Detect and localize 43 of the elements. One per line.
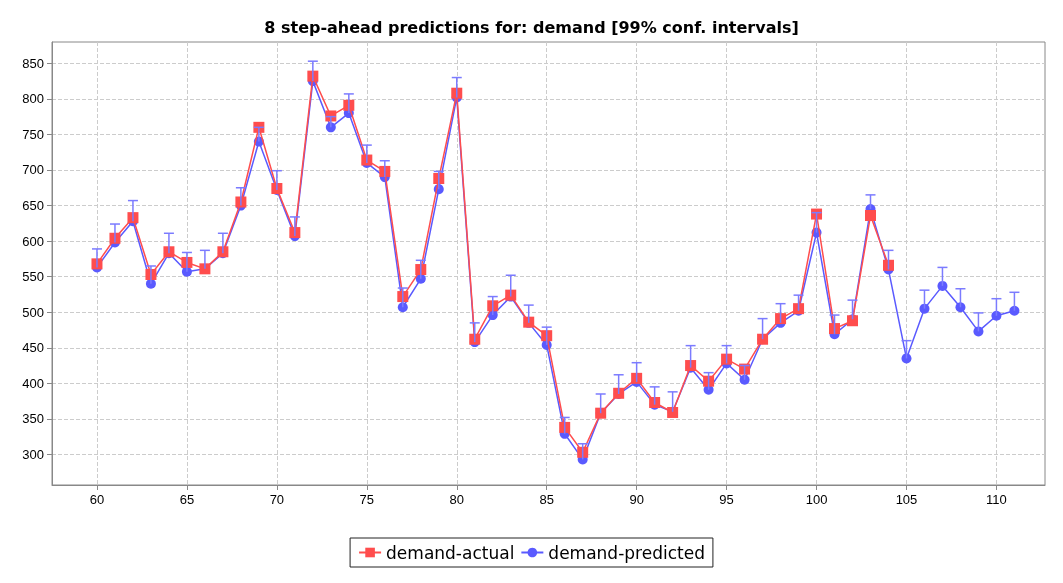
point xyxy=(631,372,643,384)
point xyxy=(1009,305,1020,316)
point xyxy=(937,280,948,291)
x-tick-label: 105 xyxy=(895,492,918,507)
y-tick-label: 550 xyxy=(22,269,44,285)
y-tick-label: 600 xyxy=(22,233,44,249)
y-tick-label: 400 xyxy=(22,375,44,391)
point xyxy=(882,259,894,271)
x-tick-label: 110 xyxy=(986,492,1007,507)
y-tick-label: 350 xyxy=(22,411,44,427)
y-tick-label: 300 xyxy=(22,446,44,462)
point xyxy=(559,421,571,433)
point xyxy=(865,210,877,221)
point xyxy=(469,333,481,345)
legend-label: demand-predicted xyxy=(548,542,705,563)
point xyxy=(775,313,787,325)
x-tick-label: 95 xyxy=(719,492,734,507)
point xyxy=(919,303,930,314)
y-tick-label: 800 xyxy=(22,91,44,107)
y-tick-label: 700 xyxy=(22,162,44,178)
x-tick-label: 100 xyxy=(805,492,828,507)
point xyxy=(703,375,715,387)
x-tick-label: 85 xyxy=(539,492,554,507)
x-tick-label: 60 xyxy=(89,492,105,507)
chart-title: 8 step-ahead predictions for: demand [99% conf. intervals] xyxy=(264,17,799,37)
x-tick-label: 70 xyxy=(269,492,285,507)
point xyxy=(541,330,553,342)
point xyxy=(721,353,733,365)
legend-label: demand-actual xyxy=(386,542,515,563)
y-tick-label: 850 xyxy=(22,55,44,71)
y-tick-label: 650 xyxy=(22,198,44,214)
point xyxy=(829,323,841,335)
x-tick-label: 65 xyxy=(179,492,195,507)
y-tick-label: 500 xyxy=(22,304,44,320)
x-tick-label: 80 xyxy=(449,492,464,507)
point xyxy=(739,374,750,385)
point xyxy=(487,300,499,312)
x-tick-label: 75 xyxy=(359,492,375,507)
point xyxy=(955,302,966,313)
y-tick-label: 750 xyxy=(22,126,44,142)
x-tick-label: 90 xyxy=(629,492,644,507)
y-tick-label: 450 xyxy=(22,340,44,356)
point xyxy=(991,310,1002,321)
